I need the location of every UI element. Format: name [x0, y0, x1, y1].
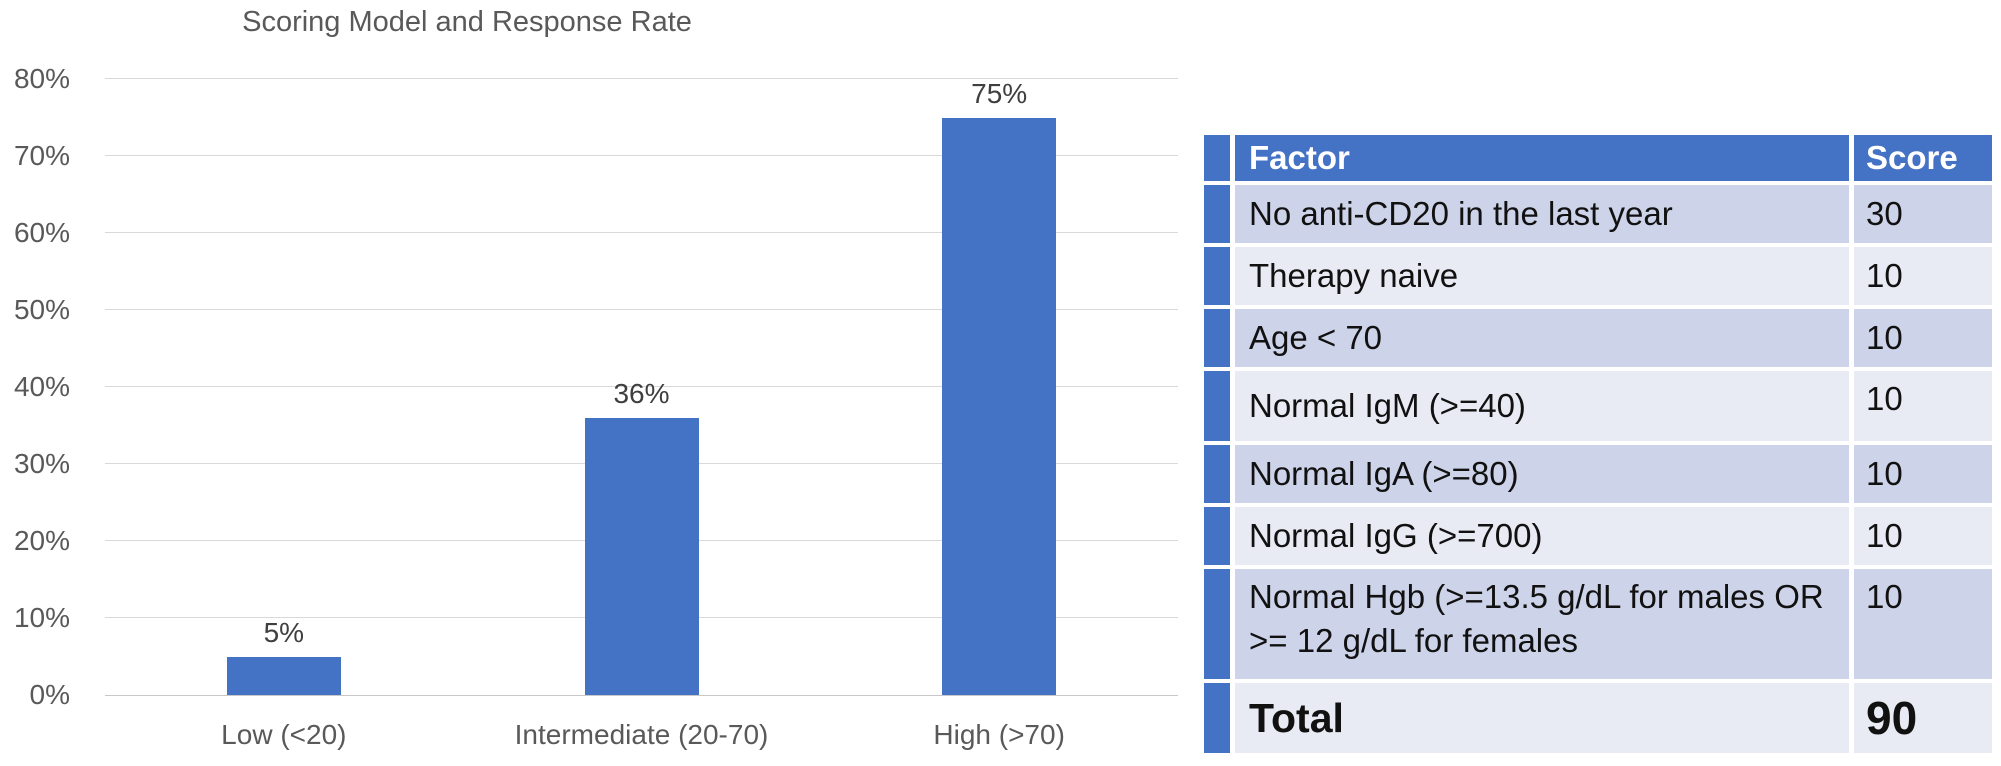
- gridline-70%: [105, 155, 1178, 156]
- chart-title: Scoring Model and Response Rate: [242, 6, 692, 38]
- x-axis-category-label: Intermediate (20-70): [514, 719, 769, 750]
- accent-strip: [1204, 371, 1230, 441]
- table-row: Total 90: [1204, 683, 1992, 753]
- y-axis-tick-label: 60%: [13, 217, 70, 248]
- table-header-row: Factor Score: [1204, 135, 1992, 181]
- factor-cell: Therapy naive: [1235, 247, 1849, 305]
- score-cell: 10: [1854, 309, 1992, 367]
- y-axis-tick-label: 70%: [13, 140, 70, 171]
- factor-cell: Normal IgM (>=40): [1235, 371, 1849, 441]
- gridline-80%: [105, 78, 1178, 79]
- gridline-50%: [105, 309, 1178, 310]
- gridline-40%: [105, 386, 1178, 387]
- gridline-60%: [105, 232, 1178, 233]
- table-row: Normal IgM (>=40) 10: [1204, 371, 1992, 441]
- score-cell: 10: [1854, 569, 1992, 679]
- bar-value-label: 75%: [971, 77, 1028, 109]
- score-cell: 30: [1854, 185, 1992, 243]
- score-cell: 90: [1854, 683, 1992, 753]
- factor-cell: Age < 70: [1235, 309, 1849, 367]
- response-rate-bar-chart: Scoring Model and Response Rate 0% 10% 20%…: [13, 6, 1178, 750]
- table-row: Normal IgA (>=80) 10: [1204, 445, 1992, 503]
- score-cell: 10: [1854, 507, 1992, 565]
- factor-cell: Total: [1235, 683, 1849, 753]
- plot-area: [105, 78, 1178, 696]
- table-body: No anti-CD20 in the last year 30 Therapy n…: [1204, 185, 1992, 753]
- y-axis-tick-label: 10%: [13, 602, 70, 633]
- factor-cell: Normal IgG (>=700): [1235, 507, 1849, 565]
- table-row: Age < 70 10: [1204, 309, 1992, 367]
- bar-Low (<20): [226, 656, 341, 695]
- accent-strip: [1204, 185, 1230, 243]
- accent-strip: [1204, 309, 1230, 367]
- table-row: Therapy naive 10: [1204, 247, 1992, 305]
- bar-Intermediate (20-70): [584, 417, 699, 695]
- factor-cell: Normal Hgb (>=13.5 g/dL for males OR >= …: [1235, 569, 1849, 679]
- y-axis-tick-label: 20%: [13, 525, 70, 556]
- gridline-0%: [105, 695, 1178, 696]
- y-axis-tick-label: 50%: [13, 294, 70, 325]
- table-row: No anti-CD20 in the last year 30: [1204, 185, 1992, 243]
- y-axis-tick-label: 30%: [13, 448, 70, 479]
- factor-cell: No anti-CD20 in the last year: [1235, 185, 1849, 243]
- y-axis-tick-label: 80%: [13, 63, 70, 94]
- factor-cell: Normal IgA (>=80): [1235, 445, 1849, 503]
- bar-value-label: 5%: [263, 616, 305, 648]
- score-cell: 10: [1854, 445, 1992, 503]
- accent-strip: [1204, 569, 1230, 679]
- accent-strip: [1204, 683, 1230, 753]
- x-axis-category-label: High (>70): [933, 719, 1065, 750]
- table-row: Normal IgG (>=700) 10: [1204, 507, 1992, 565]
- score-column-header: Score: [1854, 135, 1992, 181]
- x-axis-category-label: Low (<20): [221, 719, 347, 750]
- bar-value-label: 36%: [613, 377, 670, 409]
- score-cell: 10: [1854, 247, 1992, 305]
- table-row: Normal Hgb (>=13.5 g/dL for males OR >= …: [1204, 569, 1992, 679]
- score-cell: 10: [1854, 371, 1992, 441]
- accent-strip: [1204, 135, 1230, 181]
- scoring-table: Factor Score No anti-CD20 in the last ye…: [1204, 135, 1992, 757]
- factor-column-header: Factor: [1235, 135, 1849, 181]
- y-axis-tick-label: 0%: [29, 679, 70, 710]
- accent-strip: [1204, 247, 1230, 305]
- y-axis-tick-label: 40%: [13, 371, 70, 402]
- accent-strip: [1204, 507, 1230, 565]
- bar-High (>70): [942, 117, 1057, 695]
- accent-strip: [1204, 445, 1230, 503]
